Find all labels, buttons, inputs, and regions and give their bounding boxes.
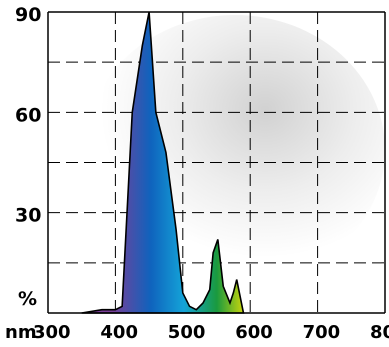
- x-tick-label: 700: [303, 322, 341, 343]
- axis-layer: [47, 11, 386, 314]
- y-tick-label: 30: [15, 205, 41, 227]
- x-tick-label: 800: [370, 322, 389, 343]
- y-tick-label: 90: [15, 4, 41, 26]
- spectrum-area-layer: [81, 11, 245, 314]
- x-tick-label: 600: [235, 322, 273, 343]
- y-tick-label: 60: [15, 104, 41, 126]
- x-tick-label: 400: [100, 322, 138, 343]
- x-axis-label: nm: [5, 322, 37, 343]
- x-tick-label: 500: [168, 322, 206, 343]
- y-axis-label: %: [18, 288, 37, 310]
- label-layer: 30 60 90 300 400 500 600 700 800% nm: [5, 4, 389, 343]
- x-tick-label: 300: [33, 322, 71, 343]
- spectrum-area: [81, 11, 245, 314]
